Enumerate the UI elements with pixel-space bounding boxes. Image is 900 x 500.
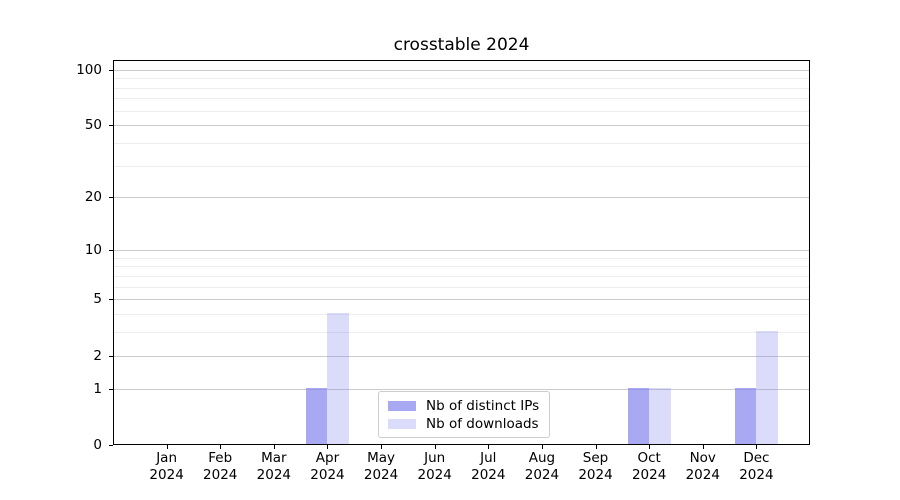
x-tick-month: Aug: [528, 450, 556, 466]
y-tick: [109, 299, 113, 301]
x-tick-month: Nov: [689, 450, 716, 466]
x-tick: [381, 445, 383, 449]
x-tick-month: Sep: [582, 450, 609, 466]
y-tick: [109, 197, 113, 199]
x-tick-label: Oct 2024: [607, 450, 691, 484]
y-tick: [109, 69, 113, 71]
x-tick-label: Sep 2024: [554, 450, 638, 484]
x-tick: [541, 445, 543, 449]
x-tick-year: 2024: [631, 467, 667, 483]
x-tick-month: Mar: [261, 450, 287, 466]
x-tick: [756, 445, 758, 449]
y-tick: [109, 445, 113, 446]
chart-title: crosstable 2024: [393, 35, 530, 55]
gridline-minor: [114, 275, 809, 277]
x-tick-month: Jun: [424, 450, 446, 466]
x-tick-month: May: [367, 450, 396, 466]
y-tick: [109, 250, 113, 252]
bar-distinct-ips: [734, 387, 757, 444]
x-tick-year: 2024: [739, 467, 774, 483]
bar-distinct-ips: [305, 387, 328, 444]
x-tick-year: 2024: [417, 467, 452, 483]
gridline-minor: [114, 98, 809, 100]
legend-item-downloads: Nb of downloads: [388, 415, 539, 432]
legend: Nb of distinct IPs Nb of downloads: [378, 391, 551, 438]
gridline-minor: [114, 266, 809, 268]
x-tick-year: 2024: [578, 467, 613, 483]
x-tick-label: Mar 2024: [232, 450, 316, 484]
x-tick-label: May 2024: [339, 450, 423, 484]
x-tick-year: 2024: [203, 467, 238, 483]
gridline-major: [114, 250, 809, 252]
bar-downloads: [756, 331, 778, 444]
x-tick-month: Jul: [480, 450, 497, 466]
x-tick-label: Nov 2024: [661, 450, 745, 484]
x-tick-year: 2024: [149, 467, 184, 483]
gridline-major: [114, 125, 809, 127]
x-tick-month: Feb: [208, 450, 233, 466]
y-tick-label: 10: [84, 242, 102, 259]
y-tick-label: 100: [76, 61, 102, 78]
y-tick: [109, 125, 113, 127]
gridline-minor: [114, 110, 809, 112]
gridline-major: [114, 388, 809, 390]
x-tick-month: Oct: [637, 450, 661, 466]
x-tick-label: Jul 2024: [446, 450, 530, 484]
y-tick-label: 2: [93, 347, 102, 364]
y-tick-label: 1: [93, 380, 102, 397]
legend-label-distinct-ips: Nb of distinct IPs: [426, 397, 540, 414]
x-tick-month: Apr: [315, 450, 340, 466]
x-tick-label: Aug 2024: [500, 450, 584, 484]
y-tick: [109, 388, 113, 390]
gridline-minor: [114, 286, 809, 288]
gridline-minor: [114, 165, 809, 167]
gridline-minor: [114, 143, 809, 145]
legend-item-distinct-ips: Nb of distinct IPs: [388, 397, 539, 414]
x-tick-year: 2024: [310, 467, 345, 483]
gridline-minor: [114, 78, 809, 80]
gridline-minor: [114, 87, 809, 89]
x-tick: [702, 445, 704, 449]
gridline-minor: [114, 332, 809, 334]
legend-label-downloads: Nb of downloads: [426, 415, 539, 432]
x-tick: [434, 445, 436, 449]
bar-downloads: [649, 387, 671, 444]
x-tick-label: Feb 2024: [178, 450, 262, 484]
x-tick: [220, 445, 222, 449]
x-tick-label: Apr 2024: [285, 450, 369, 484]
gridline-major: [114, 197, 809, 199]
gridline-minor: [114, 257, 809, 259]
x-tick: [595, 445, 597, 449]
x-tick: [166, 445, 168, 449]
plot-area: Nb of distinct IPs Nb of downloads: [113, 60, 810, 445]
gridline-minor: [114, 314, 809, 316]
x-tick-month: Dec: [743, 450, 770, 466]
x-tick-label: Dec 2024: [714, 450, 798, 484]
x-tick-month: Jan: [156, 450, 178, 466]
y-tick-label: 20: [84, 189, 102, 206]
gridline-major: [114, 355, 809, 357]
x-tick-year: 2024: [685, 467, 720, 483]
y-tick-label: 0: [93, 437, 102, 453]
legend-swatch-distinct-ips: [388, 400, 416, 411]
y-tick-label: 50: [84, 117, 102, 134]
bar-downloads: [327, 313, 349, 444]
y-tick: [109, 355, 113, 357]
x-tick-year: 2024: [256, 467, 292, 483]
x-tick-year: 2024: [363, 467, 399, 483]
x-tick: [488, 445, 490, 449]
bar-distinct-ips: [627, 387, 650, 444]
x-tick: [327, 445, 329, 449]
x-tick-year: 2024: [471, 467, 506, 483]
x-tick-year: 2024: [524, 467, 560, 483]
legend-swatch-downloads: [388, 418, 416, 429]
x-tick: [273, 445, 275, 449]
gridline-major: [114, 299, 809, 301]
y-tick-label: 5: [93, 291, 102, 308]
x-tick-label: Jan 2024: [125, 450, 209, 484]
x-tick: [649, 445, 651, 449]
gridline-major: [114, 69, 809, 71]
x-tick-label: Jun 2024: [393, 450, 477, 484]
